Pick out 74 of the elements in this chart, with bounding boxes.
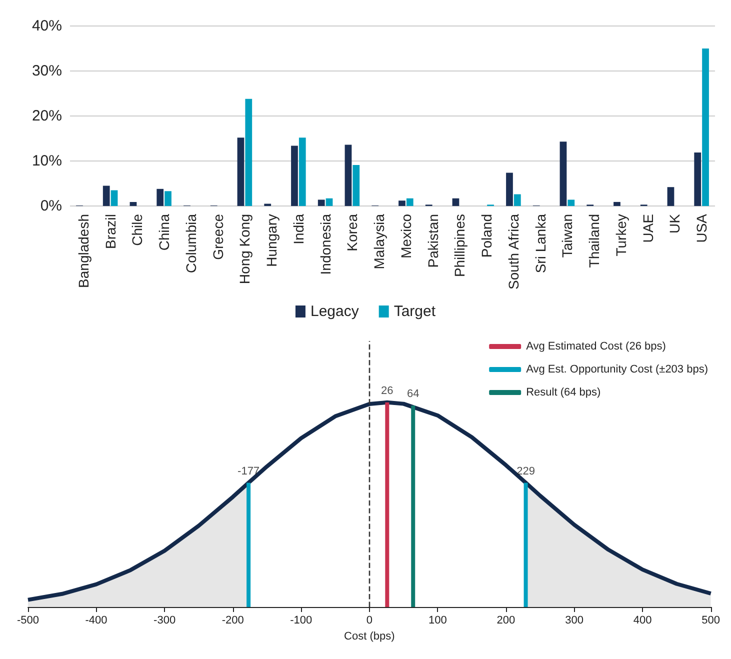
x-tick-label: UK [666, 213, 683, 234]
x-tick-label: Malaysia [371, 214, 388, 270]
x-tick-label: 500 [702, 614, 720, 626]
x-tick-label: 100 [428, 614, 447, 626]
x-tick-label: -500 [16, 614, 40, 626]
x-tick-label: Taiwan [559, 214, 576, 258]
x-tick-label: Poland [478, 214, 495, 258]
bar [130, 202, 137, 206]
x-tick-label: Pakistan [424, 214, 441, 268]
y-tick-label: 30% [32, 62, 62, 80]
bar [102, 186, 110, 206]
x-tick-label: Brazil [102, 214, 118, 250]
annotation: 26 [381, 384, 394, 397]
bar [568, 200, 575, 206]
x-tick-label: Sri Lanka [532, 214, 548, 274]
y-tick-label: 40% [32, 18, 62, 34]
x-tick-label: Hong Kong [236, 214, 253, 284]
bar [344, 144, 352, 206]
x-tick-label: South Africa [505, 214, 522, 290]
x-tick-label: 200 [496, 614, 516, 626]
bar [237, 138, 244, 206]
bar [164, 191, 172, 206]
x-tick-label: Mexico [398, 214, 414, 258]
bar [156, 188, 164, 206]
bar [406, 198, 414, 206]
bar [352, 165, 360, 206]
bar [245, 98, 252, 206]
bar [452, 198, 460, 206]
x-tick-label: Phillipines [452, 214, 468, 278]
x-tick-label: 0 [366, 614, 372, 626]
x-tick-label: Greece [210, 214, 226, 260]
legend-label: Legacy [310, 303, 360, 320]
x-tick-label: Bangladesh [75, 214, 92, 288]
legend-label: Result (64 bps) [526, 386, 601, 398]
x-tick-label: India [290, 214, 306, 244]
bar [560, 142, 567, 206]
bar [318, 200, 325, 206]
bar [667, 187, 674, 206]
annotation: -177 [238, 465, 260, 478]
x-tick-label: Chile [129, 214, 146, 246]
bar [291, 146, 298, 206]
x-tick-label: Korea [344, 214, 360, 252]
x-tick-label: Indonesia [317, 214, 334, 275]
x-tick-label: Thailand [586, 214, 602, 268]
bar [110, 190, 118, 206]
legend-label: Target [394, 303, 436, 320]
x-tick-label: 300 [565, 614, 584, 626]
x-tick-label: -400 [85, 614, 108, 626]
x-axis-title: Cost (bps) [344, 630, 395, 642]
x-tick-label: China [156, 214, 172, 251]
bar [694, 152, 702, 206]
x-tick-label: 400 [633, 614, 652, 626]
bar [702, 48, 709, 206]
x-tick-label: -200 [222, 614, 244, 626]
y-tick-label: 0% [40, 198, 62, 214]
x-tick-label: Columbia [182, 214, 199, 274]
annotation: 229 [516, 465, 535, 478]
x-tick-label: -100 [290, 614, 312, 626]
bar [326, 198, 333, 206]
bar [398, 200, 406, 206]
x-tick-label: Turkey [612, 214, 629, 256]
x-tick-label: -300 [154, 614, 176, 626]
bar [506, 172, 513, 206]
y-tick-label: 20% [32, 108, 62, 124]
x-tick-label: Hungary [264, 214, 280, 267]
y-tick-label: 10% [32, 152, 62, 170]
annotation: 64 [406, 388, 420, 400]
legend-label: Avg Estimated Cost (26 bps) [526, 340, 666, 352]
bar [514, 194, 521, 206]
legend-label: Avg Est. Opportunity Cost (±203 bps) [526, 364, 708, 376]
bar [298, 138, 306, 206]
bar [614, 202, 620, 206]
x-tick-label: USA [694, 213, 710, 243]
x-tick-label: UAE [640, 214, 656, 243]
